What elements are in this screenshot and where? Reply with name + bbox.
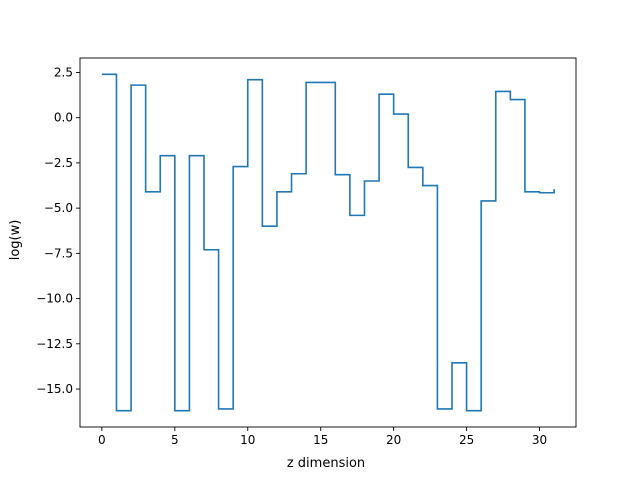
x-tick-label: 15 [313,433,328,447]
x-tick-label: 5 [171,433,179,447]
y-tick-label: −2.5 [44,156,73,170]
series-line-0 [101,73,555,412]
axes: 0 5 10 15 20 25 30 2.5 0.0 −2.5 −5.0 −7.5 −10.0 −12.5… [36,57,577,447]
y-tick-label: 2.5 [54,65,73,79]
x-axis-label: z dimension [287,456,365,471]
x-tick-label: 30 [532,433,547,447]
y-axis-label: log(w) [8,220,23,261]
x-tick-label: 0 [98,433,106,447]
axes-frame [79,57,577,428]
x-tick-label: 10 [240,433,255,447]
y-tick-label: 0.0 [54,111,73,125]
plot-area [101,73,555,412]
y-tick-label: −5.0 [44,201,73,215]
y-tick-label: −10.0 [36,292,73,306]
y-tick-label: −7.5 [44,246,73,260]
y-tick-label: −15.0 [36,382,73,396]
x-tick-label: 25 [459,433,474,447]
y-tick-label: −12.5 [36,337,73,351]
x-tick-label: 20 [386,433,401,447]
